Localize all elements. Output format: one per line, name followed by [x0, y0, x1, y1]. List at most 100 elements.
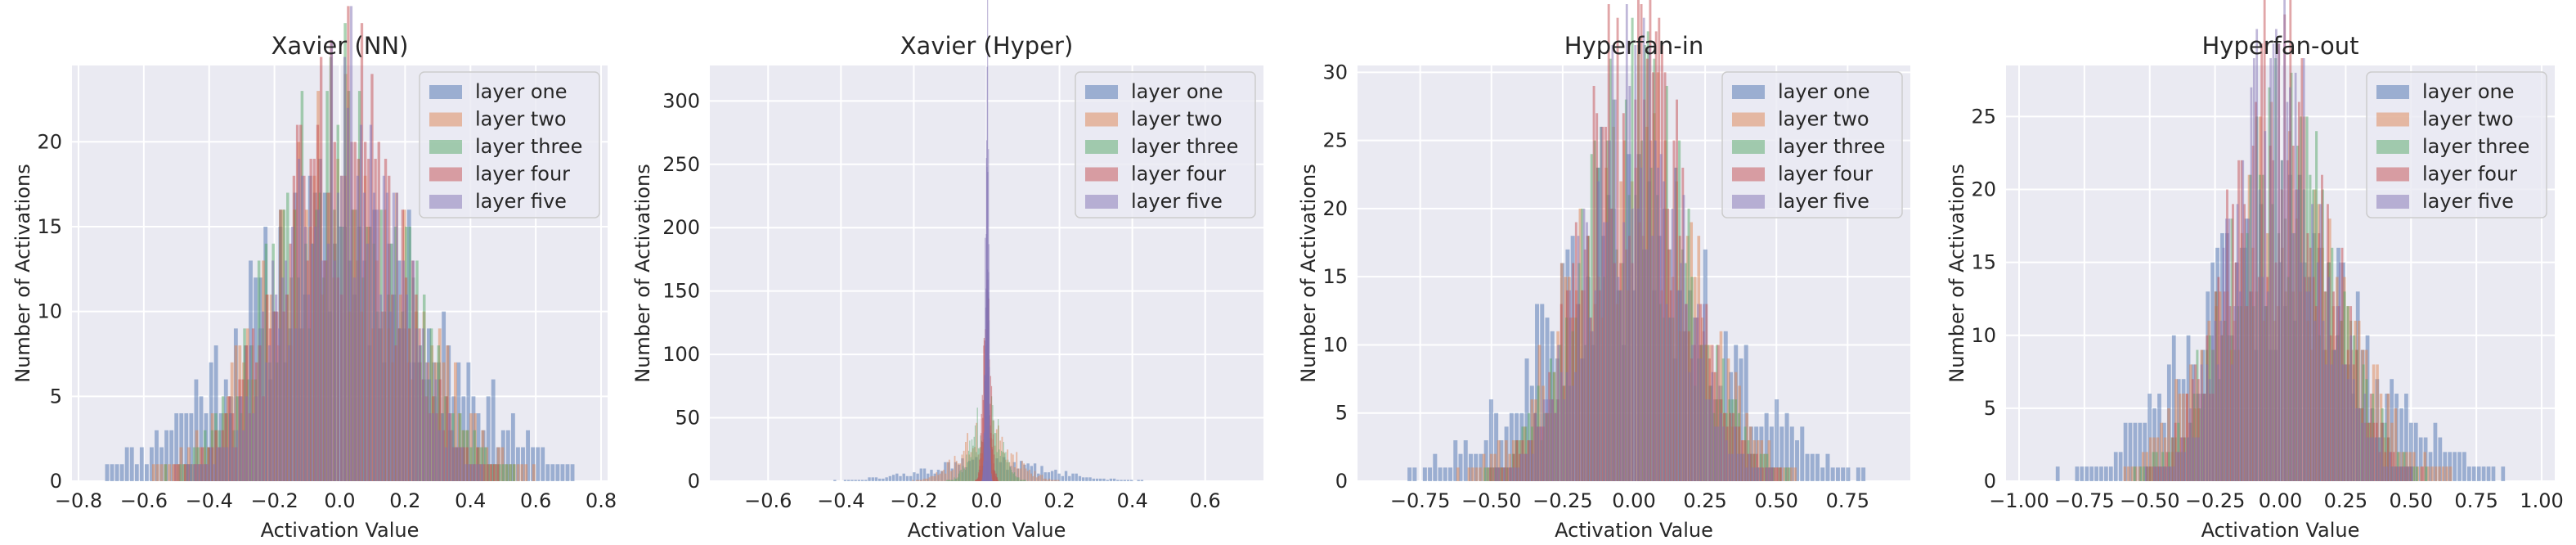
bar-layer-five	[2377, 437, 2381, 481]
bar-layer-five	[1619, 290, 1622, 481]
bar-layer-five	[1745, 467, 1748, 481]
y-tick-label: 10	[37, 300, 62, 323]
bar-layer-four	[1747, 453, 1749, 481]
bar-layer-three	[2412, 466, 2415, 481]
bar-layer-one	[833, 480, 837, 481]
bar-layer-five	[2336, 306, 2339, 481]
bar-layer-five	[424, 362, 428, 481]
y-tick-label: 300	[662, 89, 700, 112]
bar-layer-five	[1730, 453, 1734, 481]
bar-layer-five	[1694, 318, 1697, 481]
y-tick-label: 50	[675, 407, 700, 430]
bar-layer-five	[2361, 422, 2363, 481]
bar-layer-five	[1719, 412, 1722, 481]
bar-layer-one	[864, 480, 868, 481]
bar-layer-five	[1636, 208, 1640, 481]
legend-swatch	[429, 140, 462, 154]
bar-layer-five	[2294, 72, 2297, 481]
y-tick-label: 10	[1322, 333, 1348, 356]
bar-layer-two	[155, 464, 159, 481]
bar-layer-five	[1494, 467, 1497, 481]
bar-layer-two	[918, 480, 919, 481]
bar-layer-one	[1116, 480, 1120, 481]
legend-label: layer four	[475, 163, 570, 186]
bar-layer-one	[1123, 480, 1126, 481]
y-tick-label: 25	[1322, 129, 1348, 152]
bar-layer-five	[2175, 452, 2178, 481]
chart-panel-2: −0.6 −0.4 −0.2 0.0 0.2 0.4 0.6 0 50 100 150 200 250 3…	[631, 0, 1263, 542]
bar-layer-five	[415, 328, 418, 481]
bar-layer-two	[1017, 468, 1020, 481]
bar-layer-two	[151, 464, 155, 481]
legend-swatch	[429, 167, 462, 182]
legend: layer one layer two layer three layer four l…	[2366, 71, 2547, 218]
bar-layer-five	[2341, 364, 2345, 481]
bar-layer-one	[2143, 422, 2147, 481]
bar-layer-one	[954, 462, 958, 481]
y-tick-label: 5	[1335, 402, 1348, 425]
bar-layer-four	[469, 464, 473, 481]
bar-layer-five	[2206, 364, 2209, 481]
bar-layer-five	[1517, 467, 1520, 481]
bar-layer-five	[1563, 399, 1566, 481]
bar-layer-two	[921, 480, 923, 481]
bar-layer-one	[1112, 478, 1116, 481]
bar-layer-four	[207, 447, 211, 481]
bar-layer-five	[2291, 232, 2295, 481]
bar-layer-four	[1572, 263, 1575, 481]
bar-layer-five	[2394, 466, 2397, 481]
bar-layer-five	[2372, 437, 2375, 481]
y-tick-label: 250	[662, 153, 700, 176]
bar-layer-five	[2258, 189, 2261, 481]
bar-layer-one	[1043, 472, 1047, 481]
bar-layer-four	[2151, 466, 2154, 481]
bar-layer-five	[2211, 335, 2214, 481]
bar-layer-one	[2399, 408, 2403, 481]
bar-layer-five	[1688, 372, 1691, 481]
bar-layer-five	[2197, 437, 2200, 481]
bar-layer-five	[1663, 181, 1665, 481]
bar-layer-five	[1699, 358, 1703, 481]
bar-layer-five	[2242, 160, 2245, 481]
legend-swatch	[1732, 85, 1765, 99]
bar-layer-four	[2240, 160, 2243, 481]
bar-layer-one	[1109, 478, 1113, 481]
chart-panel-1: −0.8 −0.6 −0.4 −0.2 0.0 0.2 0.4 0.6 0.8 0 5 10 15 20 X…	[11, 6, 617, 542]
bar-layer-one	[338, 226, 342, 481]
bar-layer-five	[2200, 364, 2203, 481]
bar-layer-four	[2243, 204, 2246, 482]
bar-layer-four	[1515, 440, 1519, 481]
x-axis-label: Activation Value	[2201, 519, 2360, 542]
bar-layer-five	[1671, 208, 1674, 481]
legend-swatch	[1732, 140, 1765, 154]
bar-layer-three	[2425, 466, 2428, 481]
bar-layer-three	[995, 433, 997, 481]
bar-layer-five	[1591, 331, 1594, 481]
bar-layer-five	[1523, 453, 1526, 481]
bar-layer-one	[1137, 480, 1140, 481]
bar-layer-four	[251, 328, 255, 481]
bar-layer-four	[2234, 262, 2237, 481]
bar-layer-one	[199, 396, 204, 481]
bar-layer-one	[2171, 335, 2176, 481]
bar-layer-two	[1050, 480, 1052, 481]
bar-layer-three	[2365, 379, 2368, 481]
bar-layer-five	[2164, 466, 2167, 481]
bar-layer-four	[1492, 467, 1495, 481]
bar-layer-five	[366, 243, 370, 481]
chart-panel-3: −0.75 −0.50 −0.25 0.00 0.25 0.50 0.75 0 5 10 15 20 2…	[1297, 0, 1910, 542]
bar-layer-two	[1745, 412, 1748, 481]
chart-panel-4: −1.00 −0.75 −0.50 −0.25 0.00 0.25 0.50 0.75 1.00…	[1945, 0, 2564, 542]
bar-layer-three	[2230, 218, 2233, 481]
bar-layer-five	[356, 175, 360, 481]
bar-layer-five	[275, 294, 278, 481]
bar-layer-four	[1574, 222, 1577, 481]
bar-layer-one	[541, 447, 545, 481]
bar-layer-five	[1645, 249, 1649, 481]
x-axis-label: Activation Value	[261, 519, 420, 542]
bar-layer-four	[289, 243, 292, 481]
legend-swatch	[2376, 140, 2409, 154]
bar-layer-two	[1044, 478, 1047, 481]
bar-layer-five	[1600, 126, 1603, 482]
bar-layer-one	[150, 447, 154, 481]
